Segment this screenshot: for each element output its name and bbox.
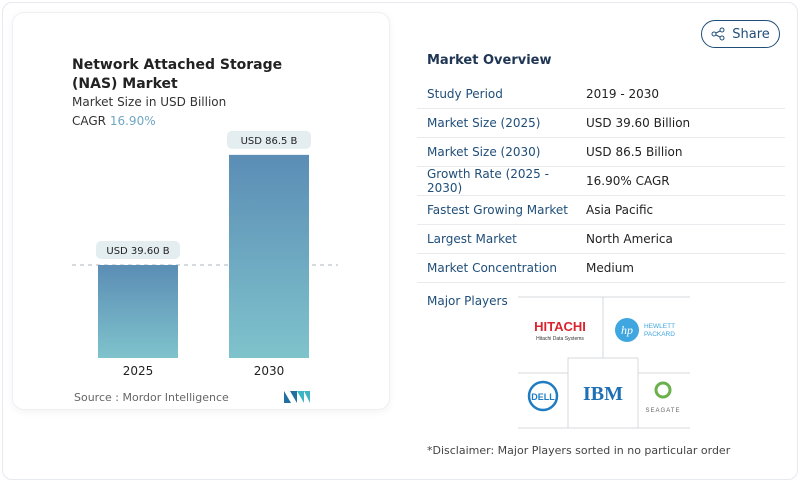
row-value: 2019 - 2030 (586, 87, 660, 101)
chart-card (12, 12, 390, 410)
row-key: Largest Market (427, 232, 517, 246)
row-key: Market Size (2030) (427, 145, 541, 159)
table-row: Market Size (2030) USD 86.5 Billion (417, 138, 785, 167)
row-key: Market Size (2025) (427, 116, 541, 130)
data-label-bg (96, 241, 180, 259)
overview-title: Market Overview (427, 53, 552, 68)
mordor-logo-icon (284, 391, 310, 403)
row-key: Market Concentration (427, 261, 557, 275)
row-value: USD 39.60 Billion (586, 116, 691, 130)
major-players-label: Major Players (427, 294, 508, 308)
table-row: Study Period 2019 - 2030 (417, 80, 785, 109)
cagr-label: CAGR (72, 114, 107, 128)
bar-2030 (229, 154, 309, 358)
data-label-bg (227, 130, 311, 149)
cagr-value: 16.90% (109, 114, 156, 128)
cagr: CAGR 16.90% (72, 114, 156, 128)
table-row: Growth Rate (2025 - 2030) 16.90% CAGR (417, 167, 785, 196)
row-value: 16.90% CAGR (586, 174, 670, 188)
row-value: Asia Pacific (586, 203, 654, 217)
data-label: USD 39.60 B (106, 246, 169, 257)
row-value: USD 86.5 Billion (586, 145, 683, 159)
row-value: North America (586, 232, 673, 246)
table-row: Market Size (2025) USD 39.60 Billion (417, 109, 785, 138)
row-key: Fastest Growing Market (427, 203, 569, 217)
x-tick-label: 2030 (254, 364, 285, 378)
chart-subtitle: Market Size in USD Billion (72, 95, 227, 109)
share-icon (711, 27, 725, 41)
chart-title: Network Attached Storage (NAS) Market (72, 57, 283, 92)
row-key: Study Period (427, 87, 503, 101)
table-row: Largest Market North America (417, 225, 785, 254)
share-button[interactable]: Share (701, 20, 780, 48)
source: Source : Mordor Intelligence (74, 391, 229, 404)
bar-2025 (98, 265, 178, 358)
row-key: Growth Rate (2025 - 2030) (427, 167, 549, 195)
share-label: Share (732, 26, 770, 42)
table-row: Fastest Growing Market Asia Pacific (417, 196, 785, 225)
x-tick-label: 2025 (123, 364, 154, 378)
disclaimer: *Disclaimer: Major Players sorted in no … (427, 444, 731, 457)
row-value: Medium (586, 261, 634, 275)
bar-chart: USD 39.60 B 2025 USD 86.5 B 2030 (72, 130, 338, 378)
table-row: Market Concentration Medium (417, 254, 785, 283)
overview-table: Study Period 2019 - 2030 Market Size (202… (417, 80, 785, 283)
data-label: USD 86.5 B (241, 136, 298, 147)
